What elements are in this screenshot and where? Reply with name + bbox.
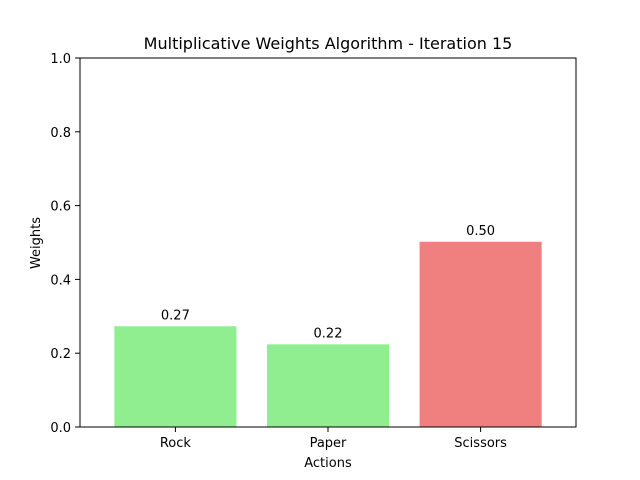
y-tick-label-3: 0.6 xyxy=(50,200,71,215)
axes-frame xyxy=(79,57,577,428)
bar-paper xyxy=(266,344,390,427)
bar-scissors xyxy=(419,241,542,427)
data-label-scissors: 0.50 xyxy=(466,224,495,239)
bar-rock xyxy=(114,326,237,427)
y-tick-label-1: 0.2 xyxy=(50,347,71,362)
chart-title: Multiplicative Weights Algorithm - Itera… xyxy=(144,34,513,53)
y-tick-label-4: 0.8 xyxy=(50,126,71,141)
x-tick-label-paper: Paper xyxy=(310,436,347,451)
y-tick-label-2: 0.4 xyxy=(50,273,71,288)
x-axis-label: Actions xyxy=(304,456,352,471)
x-tick-label-rock: Rock xyxy=(160,436,192,451)
data-label-paper: 0.22 xyxy=(314,326,343,341)
y-tick-label-0: 0.0 xyxy=(50,421,71,436)
y-tick-label-5: 1.0 xyxy=(50,52,71,67)
x-tick-label-scissors: Scissors xyxy=(454,436,507,451)
data-label-rock: 0.27 xyxy=(161,308,190,323)
y-axis-label: Weights xyxy=(29,217,44,269)
plot-area: 0.27 Rock 0.22 Paper 0.50 Scissors 0.0 0.2 0.4 0.… xyxy=(50,52,577,451)
